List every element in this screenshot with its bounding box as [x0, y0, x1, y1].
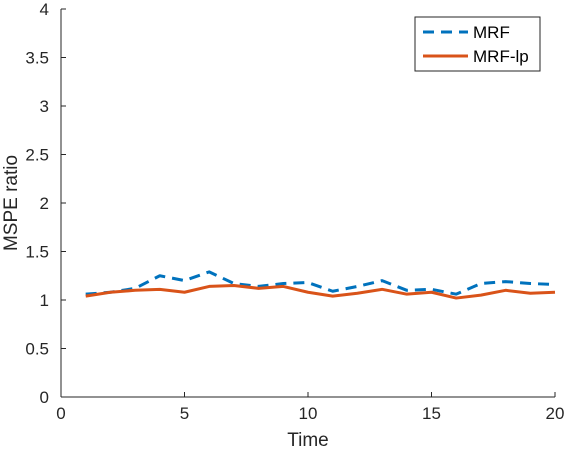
x-tick-label: 20	[546, 404, 565, 423]
x-tick-label: 15	[422, 404, 441, 423]
y-tick-label: 0.5	[25, 340, 49, 359]
y-tick-label: 2	[40, 194, 49, 213]
legend-label: MRF-lp	[473, 47, 529, 66]
legend-box	[414, 16, 541, 72]
y-tick-label: 2.5	[25, 146, 49, 165]
x-axis-title: Time	[287, 430, 329, 449]
series-line-mrf	[85, 270, 556, 296]
legend: MRF MRF-lp	[414, 16, 541, 72]
y-tick-label: 1.5	[25, 243, 49, 262]
series-line-mrf-lp	[85, 283, 556, 300]
x-tick-label: 5	[180, 404, 189, 423]
legend-label: MRF	[473, 23, 510, 42]
x-tick-label: 10	[299, 404, 318, 423]
series-layer	[85, 270, 556, 300]
legend-items: MRF MRF-lp	[423, 23, 529, 66]
y-tick-label: 3.5	[25, 49, 49, 68]
y-axis-title: MSPE ratio	[1, 155, 22, 251]
y-tick-label: 1	[40, 291, 49, 310]
y-tick-label: 0	[40, 388, 49, 407]
y-tick-label: 3	[40, 97, 49, 116]
x-axis-ticks: 0 5 10 15 20	[56, 392, 564, 423]
x-tick-label: 0	[56, 404, 65, 423]
y-tick-label: 4	[40, 0, 49, 19]
y-axis-ticks: 0 0.5 1 1.5 2 2.5 3 3.5 4	[25, 0, 66, 407]
